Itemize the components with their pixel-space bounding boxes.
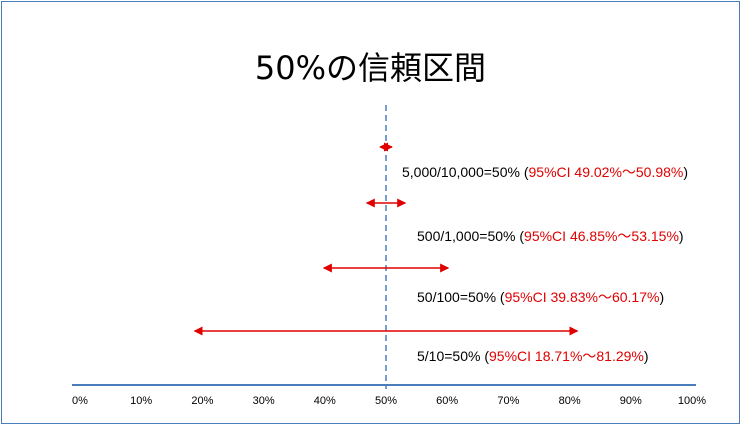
ci-label: 5,000/10,000=50% (95%CI 49.02%〜50.98%) xyxy=(402,164,688,180)
ci-range-text: 95%CI 39.83%〜60.17% xyxy=(505,289,660,305)
axis-ticks: 0% 10% 20% 30% 40% 50% 60% 70% 80% 90% 100% xyxy=(72,395,706,407)
axis-tick-label: 90% xyxy=(620,395,642,407)
ci-ratio-text: 500/1,000=50% ( xyxy=(417,228,524,244)
axis-tick-label: 40% xyxy=(314,395,336,407)
ci-close-paren: ) xyxy=(644,348,649,364)
axis-tick-label: 0% xyxy=(72,395,88,407)
axis-tick-label: 100% xyxy=(678,395,706,407)
ci-ratio-text: 5/10=50% ( xyxy=(417,348,489,364)
ci-label: 500/1,000=50% (95%CI 46.85%〜53.15%) xyxy=(417,228,684,244)
ci-ratio-text: 5,000/10,000=50% ( xyxy=(402,164,529,180)
ci-range-text: 95%CI 18.71%〜81.29% xyxy=(489,348,644,364)
axis-tick-label: 70% xyxy=(497,395,519,407)
intervals: 5,000/10,000=50% (95%CI 49.02%〜50.98%)50… xyxy=(193,142,688,364)
ci-label: 5/10=50% (95%CI 18.71%〜81.29%) xyxy=(417,348,649,364)
ci-close-paren: ) xyxy=(679,228,684,244)
ci-label: 50/100=50% (95%CI 39.83%〜60.17%) xyxy=(417,289,664,305)
ci-close-paren: ) xyxy=(659,289,664,305)
ci-close-paren: ) xyxy=(683,164,688,180)
axis-tick-label: 10% xyxy=(130,395,152,407)
ci-ratio-text: 50/100=50% ( xyxy=(417,289,505,305)
ci-range-text: 95%CI 46.85%〜53.15% xyxy=(524,228,679,244)
axis-tick-label: 20% xyxy=(191,395,213,407)
page-title: 50%の信頼区間 xyxy=(254,49,487,87)
axis-tick-label: 50% xyxy=(375,395,397,407)
axis-tick-label: 30% xyxy=(253,395,275,407)
axis-tick-label: 60% xyxy=(436,395,458,407)
ci-range-text: 95%CI 49.02%〜50.98% xyxy=(529,164,684,180)
axis-tick-label: 80% xyxy=(559,395,581,407)
